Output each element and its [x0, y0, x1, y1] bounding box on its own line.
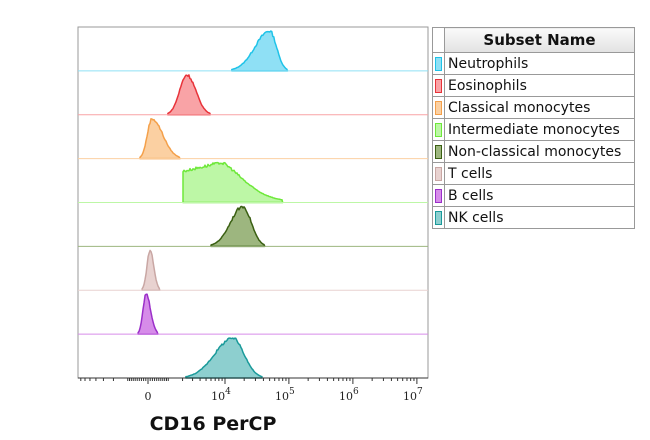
- legend-item[interactable]: Intermediate monocytes: [432, 118, 635, 141]
- histogram-classical-monocytes: [78, 118, 428, 160]
- tick-exponent: 6: [353, 387, 359, 397]
- legend-label: NK cells: [444, 206, 635, 229]
- histogram-eosinophils: [78, 74, 428, 116]
- legend-swatch-cell: [432, 118, 445, 141]
- legend-label: Neutrophils: [444, 52, 635, 75]
- legend-label: T cells: [444, 162, 635, 185]
- legend-swatch-cell: [432, 96, 445, 119]
- legend-title: Subset Name: [444, 27, 635, 53]
- legend-item[interactable]: T cells: [432, 162, 635, 185]
- tick-label: 0: [145, 390, 152, 403]
- legend-label: Non-classical monocytes: [444, 140, 635, 163]
- tick-exponent: 7: [417, 387, 423, 397]
- legend-swatch-cell: [432, 74, 445, 97]
- histogram-b-cells: [78, 293, 428, 335]
- histogram-area: [182, 161, 284, 204]
- tick-label: 106: [339, 387, 359, 403]
- histogram-area: [185, 337, 263, 379]
- legend-swatch: [435, 188, 442, 203]
- legend-swatch: [435, 144, 442, 159]
- legend-swatch: [435, 166, 442, 181]
- legend-item[interactable]: Classical monocytes: [432, 96, 635, 119]
- histogram-intermediate-monocytes: [78, 161, 428, 204]
- legend-label: Intermediate monocytes: [444, 118, 635, 141]
- legend-swatch-cell: [432, 206, 445, 229]
- tick-label: 107: [403, 387, 423, 403]
- legend-spacer: [432, 27, 445, 53]
- legend-item[interactable]: Eosinophils: [432, 74, 635, 97]
- legend-swatch-cell: [432, 184, 445, 207]
- legend-item[interactable]: Non-classical monocytes: [432, 140, 635, 163]
- legend: Subset Name Neutrophils Eosinophils Classi…: [432, 27, 635, 229]
- legend-swatch-cell: [432, 162, 445, 185]
- legend-swatch: [435, 122, 442, 137]
- histogram-area: [231, 30, 289, 72]
- x-axis-label: CD16 PerCP: [150, 413, 277, 435]
- legend-swatch: [435, 210, 442, 225]
- legend-swatch: [435, 100, 442, 115]
- legend-swatch: [435, 78, 442, 93]
- legend-label: Classical monocytes: [444, 96, 635, 119]
- tick-exponent: 4: [225, 387, 231, 397]
- histogram-area: [167, 74, 211, 116]
- histogram-area: [137, 293, 159, 335]
- legend-swatch-cell: [432, 140, 445, 163]
- histogram-area: [210, 205, 266, 248]
- tick-exponent: 5: [289, 387, 295, 397]
- histogram-t-cells: [78, 249, 428, 291]
- legend-swatch: [435, 56, 442, 71]
- tick-label: 104: [211, 387, 231, 403]
- legend-swatch-cell: [432, 52, 445, 75]
- legend-item[interactable]: Neutrophils: [432, 52, 635, 75]
- histogram-area: [139, 118, 181, 160]
- histogram-area: [141, 249, 161, 291]
- legend-item[interactable]: NK cells: [432, 206, 635, 229]
- legend-label: Eosinophils: [444, 74, 635, 97]
- histogram-neutrophils: [78, 30, 428, 72]
- legend-label: B cells: [444, 184, 635, 207]
- histogram-non-classical-monocytes: [78, 205, 428, 248]
- tick-label: 105: [275, 387, 295, 403]
- legend-item[interactable]: B cells: [432, 184, 635, 207]
